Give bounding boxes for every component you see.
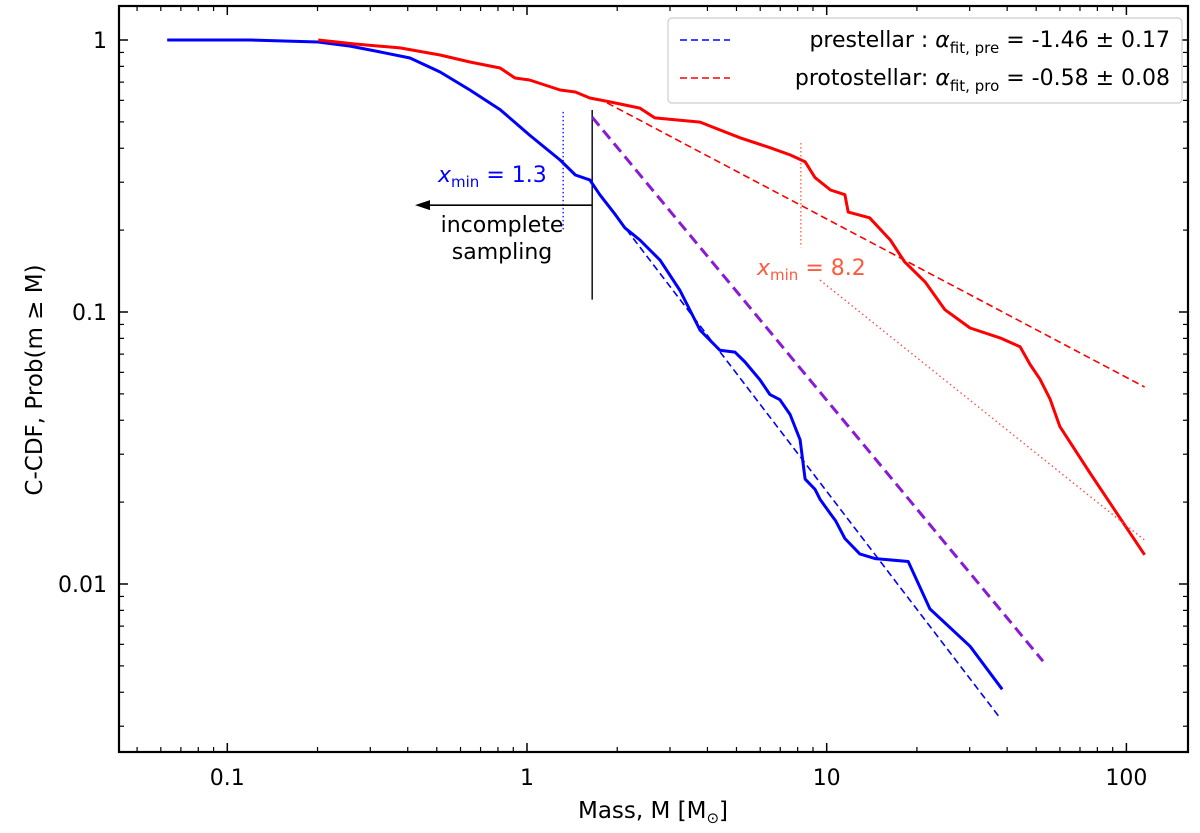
plot-frame <box>117 4 1190 754</box>
incomplete-sampling-label-line1: incomplete <box>441 213 564 238</box>
y-tick-label: 1 <box>93 29 107 54</box>
x-tick-label: 10 <box>813 766 841 791</box>
legend-label-1: protostellar: αfit, pro = -0.58 ± 0.08 <box>795 66 1170 95</box>
series-line-1 <box>318 38 1146 556</box>
xmin-prestellar-label: xmin = 1.3 <box>437 163 547 191</box>
legend-label-0: prestellar : αfit, pre = -1.46 ± 0.17 <box>809 28 1170 57</box>
x-tick-label: 0.1 <box>210 766 245 791</box>
legend: prestellar : αfit, pre = -1.46 ± 0.17 pro… <box>667 17 1183 104</box>
x-tick-label: 100 <box>1105 766 1147 791</box>
legend-box <box>667 17 1183 104</box>
series-line-4 <box>819 279 1146 541</box>
y-axis-label: C-CDF, Prob(m ≥ M) <box>22 264 48 495</box>
x-tick-label: 1 <box>520 766 534 791</box>
series-line-3 <box>606 102 1145 388</box>
y-tick-label: 0.01 <box>58 573 107 598</box>
y-tick-label: 0.1 <box>72 301 107 326</box>
series-line-5 <box>591 116 1045 663</box>
arrow-head-icon <box>415 200 430 211</box>
axis-ticks: 0.1 1 10 100 1 0.1 0.01 <box>58 6 1188 791</box>
xmin-protostellar-label: xmin = 8.2 <box>756 256 866 284</box>
x-axis-label: Mass, M [M⊙] <box>578 798 728 827</box>
series-line-0 <box>167 38 1004 691</box>
incomplete-sampling-label-line2: sampling <box>452 240 552 265</box>
